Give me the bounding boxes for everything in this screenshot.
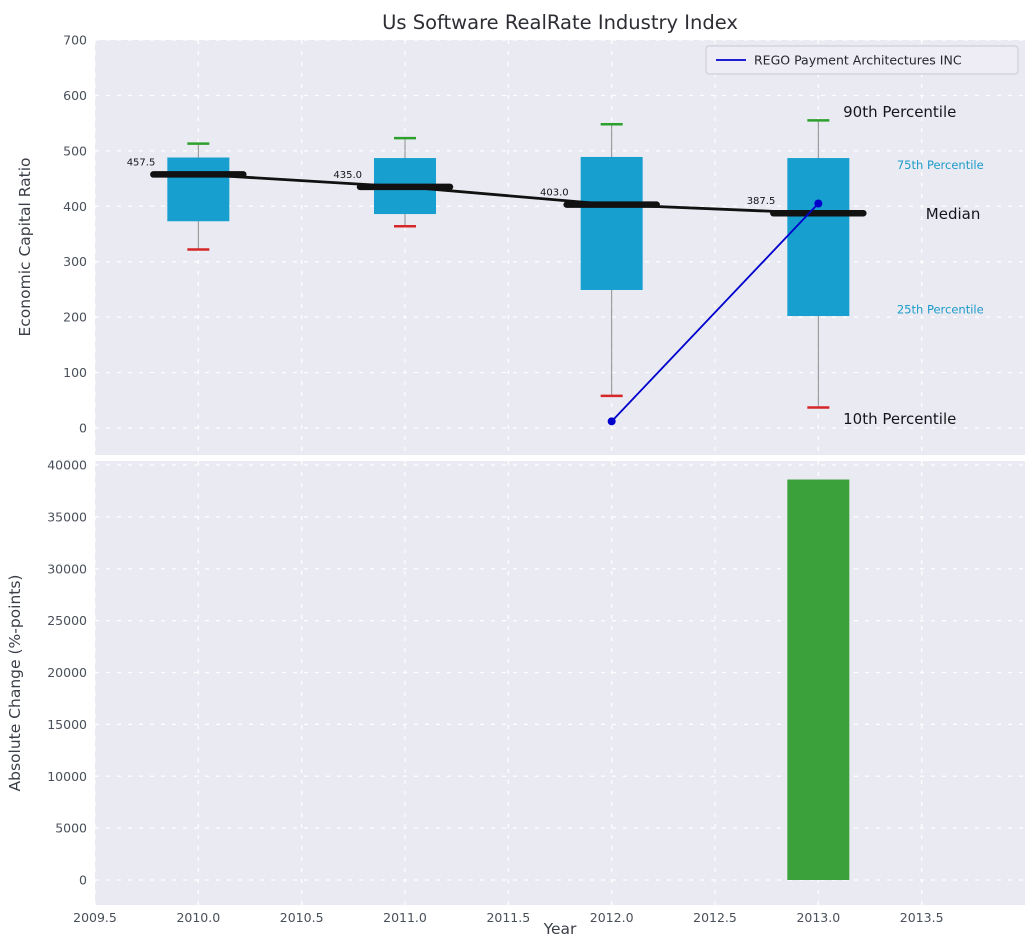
y-tick-label: 500 xyxy=(63,143,87,158)
y-tick-label: 25000 xyxy=(47,613,87,628)
median-trend-line xyxy=(198,173,819,215)
median-value-label: 457.5 xyxy=(127,157,156,168)
annotation-median: Median xyxy=(926,205,981,223)
y-tick-label: 0 xyxy=(79,873,87,888)
top-y-axis-label: Economic Capital Ratio xyxy=(16,157,34,336)
x-axis-label: Year xyxy=(543,920,577,938)
y-tick-label: 700 xyxy=(63,33,87,48)
x-tick-label: 2013.0 xyxy=(796,910,840,925)
annotation-10th-percentile: 10th Percentile xyxy=(843,410,956,428)
iqr-box xyxy=(167,157,230,222)
y-tick-label: 40000 xyxy=(47,458,87,473)
change-bar-2013 xyxy=(787,479,850,880)
chart-title: Us Software RealRate Industry Index xyxy=(382,11,738,34)
iqr-box xyxy=(580,156,643,290)
y-tick-label: 35000 xyxy=(47,509,87,524)
iqr-box xyxy=(787,158,850,317)
box-2010 xyxy=(167,142,230,251)
x-tick-label: 2013.5 xyxy=(900,910,944,925)
bottom-y-axis-label: Absolute Change (%-points) xyxy=(6,575,24,792)
y-tick-label: 20000 xyxy=(47,665,87,680)
y-tick-label: 200 xyxy=(63,310,87,325)
y-tick-label: 5000 xyxy=(55,821,87,836)
y-tick-label: 100 xyxy=(63,365,87,380)
y-tick-label: 10000 xyxy=(47,769,87,784)
median-value-label: 387.5 xyxy=(747,196,776,207)
annotation-25th-percentile: 25th Percentile xyxy=(897,302,984,316)
y-tick-label: 30000 xyxy=(47,561,87,576)
box-2012 xyxy=(580,123,643,398)
y-tick-label: 400 xyxy=(63,199,87,214)
median-value-label: 435.0 xyxy=(333,170,362,181)
y-tick-label: 0 xyxy=(79,421,87,436)
x-tick-label: 2012.5 xyxy=(693,910,737,925)
bottom-axes-background xyxy=(95,461,1025,905)
company-point xyxy=(814,199,823,208)
tick-labels: 0 100 200 300 400 500 600 700 0 5000 10000 15000 200… xyxy=(47,33,943,926)
x-tick-label: 2010.0 xyxy=(176,910,220,925)
x-tick-label: 2011.0 xyxy=(383,910,427,925)
x-tick-label: 2011.5 xyxy=(486,910,530,925)
y-tick-label: 15000 xyxy=(47,717,87,732)
legend-label: REGO Payment Architectures INC xyxy=(754,53,962,68)
x-tick-label: 2012.0 xyxy=(590,910,634,925)
top-axes-background xyxy=(95,40,1025,455)
company-line xyxy=(611,202,819,422)
annotation-75th-percentile: 75th Percentile xyxy=(897,158,984,172)
box-2013 xyxy=(787,119,850,409)
y-tick-label: 600 xyxy=(63,88,87,103)
x-tick-label: 2010.5 xyxy=(280,910,324,925)
gridlines xyxy=(94,39,1025,905)
annotation-90th-percentile: 90th Percentile xyxy=(843,103,956,121)
company-point xyxy=(607,417,616,426)
median-value-label: 403.0 xyxy=(540,188,569,199)
x-tick-label: 2009.5 xyxy=(73,910,117,925)
y-tick-label: 300 xyxy=(63,254,87,269)
legend-box xyxy=(705,45,1019,75)
legend: REGO Payment Architectures INC xyxy=(705,45,1019,75)
